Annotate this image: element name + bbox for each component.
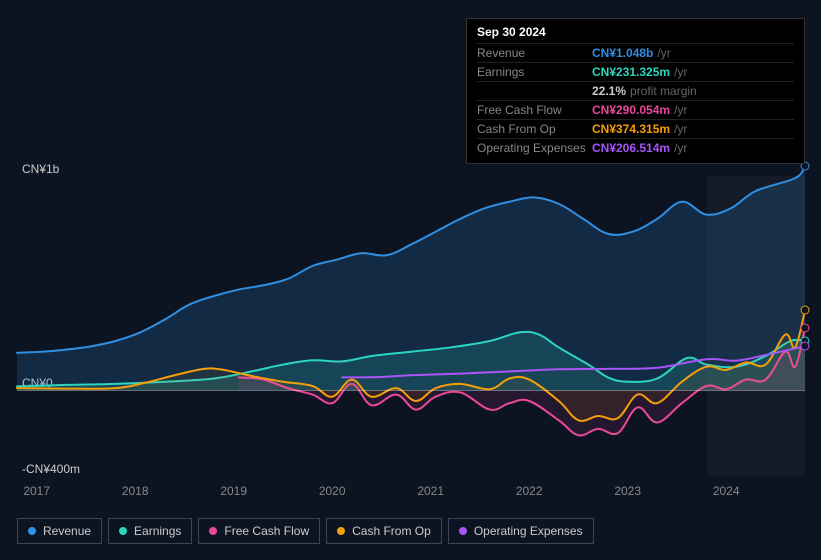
legend-label: Free Cash Flow	[224, 524, 309, 538]
tooltip-row-unit: /yr	[674, 65, 687, 79]
tooltip-row-unit: profit margin	[630, 84, 697, 98]
legend-dot-icon	[459, 527, 467, 535]
legend-dot-icon	[209, 527, 217, 535]
tooltip-row-value: 22.1%	[592, 84, 626, 98]
chart-plot-area	[17, 176, 805, 476]
tooltip-row-unit: /yr	[674, 103, 687, 117]
x-axis-label: 2023	[614, 484, 641, 498]
tooltip-row: RevenueCN¥1.048b/yr	[477, 43, 794, 62]
x-axis-label: 2017	[23, 484, 50, 498]
data-tooltip: Sep 30 2024 RevenueCN¥1.048b/yrEarningsC…	[466, 18, 805, 164]
x-axis-label: 2019	[220, 484, 247, 498]
legend-item-cfo[interactable]: Cash From Op	[326, 518, 442, 544]
tooltip-row-value: CN¥1.048b	[592, 46, 653, 60]
tooltip-row-label: Operating Expenses	[477, 141, 592, 155]
chart-svg	[17, 176, 805, 476]
x-axis-label: 2018	[122, 484, 149, 498]
x-axis-label: 2021	[417, 484, 444, 498]
legend-item-revenue[interactable]: Revenue	[17, 518, 102, 544]
legend-item-fcf[interactable]: Free Cash Flow	[198, 518, 320, 544]
legend: Revenue Earnings Free Cash Flow Cash From O…	[17, 518, 594, 544]
zero-baseline	[17, 390, 805, 391]
tooltip-row-unit: /yr	[674, 141, 687, 155]
legend-dot-icon	[337, 527, 345, 535]
tooltip-row-label	[477, 84, 592, 98]
tooltip-row: Operating ExpensesCN¥206.514m/yr	[477, 138, 794, 157]
tooltip-row-value: CN¥231.325m	[592, 65, 670, 79]
series-end-dot-opex	[801, 342, 810, 351]
tooltip-date: Sep 30 2024	[477, 25, 794, 43]
legend-item-earnings[interactable]: Earnings	[108, 518, 192, 544]
tooltip-row-unit: /yr	[674, 122, 687, 136]
tooltip-row: 22.1% profit margin	[477, 81, 794, 100]
tooltip-row: EarningsCN¥231.325m/yr	[477, 62, 794, 81]
x-axis-label: 2022	[516, 484, 543, 498]
legend-label: Revenue	[43, 524, 91, 538]
tooltip-row: Free Cash FlowCN¥290.054m/yr	[477, 100, 794, 119]
legend-dot-icon	[119, 527, 127, 535]
legend-item-opex[interactable]: Operating Expenses	[448, 518, 594, 544]
legend-label: Cash From Op	[352, 524, 431, 538]
y-axis-label: CN¥1b	[22, 162, 59, 176]
tooltip-row-label: Free Cash Flow	[477, 103, 592, 117]
legend-label: Operating Expenses	[474, 524, 583, 538]
series-end-dot-fcf	[801, 324, 810, 333]
tooltip-row-unit: /yr	[657, 46, 670, 60]
x-axis-label: 2020	[319, 484, 346, 498]
series-end-dot-cfo	[801, 306, 810, 315]
x-axis-label: 2024	[713, 484, 740, 498]
tooltip-row-value: CN¥374.315m	[592, 122, 670, 136]
legend-dot-icon	[28, 527, 36, 535]
tooltip-row-value: CN¥206.514m	[592, 141, 670, 155]
tooltip-row-label: Earnings	[477, 65, 592, 79]
legend-label: Earnings	[134, 524, 181, 538]
tooltip-row-label: Cash From Op	[477, 122, 592, 136]
tooltip-row: Cash From OpCN¥374.315m/yr	[477, 119, 794, 138]
tooltip-row-label: Revenue	[477, 46, 592, 60]
tooltip-row-value: CN¥290.054m	[592, 103, 670, 117]
